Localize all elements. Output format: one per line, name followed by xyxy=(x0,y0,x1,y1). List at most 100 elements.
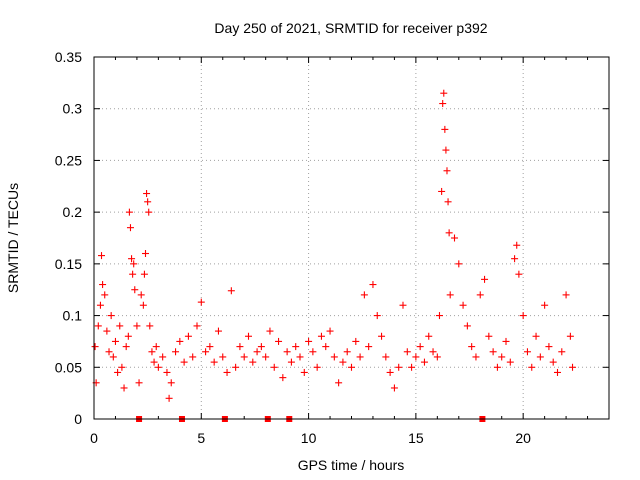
data-point xyxy=(219,353,227,361)
data-point xyxy=(125,208,133,216)
data-point xyxy=(309,348,317,356)
x-tick-label: 10 xyxy=(301,430,317,446)
data-point xyxy=(536,353,544,361)
data-point xyxy=(429,348,437,356)
data-point xyxy=(435,312,443,320)
data-point xyxy=(105,348,113,356)
data-point xyxy=(292,343,300,351)
data-point xyxy=(131,286,139,294)
data-point xyxy=(142,250,149,258)
data-point xyxy=(111,337,119,345)
data-point xyxy=(184,332,192,340)
data-point xyxy=(339,358,347,366)
y-tick-label: 0 xyxy=(74,411,82,427)
data-point xyxy=(253,348,261,356)
data-point xyxy=(159,353,167,361)
data-point xyxy=(137,291,145,299)
data-point xyxy=(94,322,102,330)
data-point xyxy=(399,301,407,309)
data-point xyxy=(378,332,386,340)
data-point xyxy=(343,348,351,356)
x-tick-label: 0 xyxy=(90,430,98,446)
data-point xyxy=(109,353,117,361)
data-point xyxy=(129,270,137,278)
y-tick-label: 0.2 xyxy=(63,204,83,220)
data-point xyxy=(144,198,152,206)
data-point xyxy=(408,363,416,371)
data-point xyxy=(468,343,476,351)
data-point xyxy=(130,260,138,268)
data-point xyxy=(322,343,330,351)
y-axis-label: SRMTID / TECUs xyxy=(5,183,21,293)
data-point xyxy=(352,337,360,345)
data-point xyxy=(326,327,334,335)
data-point xyxy=(420,358,428,366)
grid-lines xyxy=(94,57,609,419)
data-point xyxy=(566,332,574,340)
data-point xyxy=(236,343,244,351)
data-point xyxy=(98,252,106,260)
data-point xyxy=(438,187,446,195)
data-point xyxy=(481,275,489,283)
data-point xyxy=(189,353,197,361)
data-point xyxy=(139,301,147,309)
data-point xyxy=(511,255,519,263)
data-point xyxy=(365,343,373,351)
data-point xyxy=(569,363,577,371)
data-point xyxy=(459,301,467,309)
data-point xyxy=(472,353,480,361)
data-point xyxy=(498,353,506,361)
data-point xyxy=(335,379,343,387)
data-point xyxy=(440,89,448,97)
data-point xyxy=(442,146,450,154)
data-point xyxy=(232,363,240,371)
data-point xyxy=(523,348,531,356)
data-point xyxy=(118,363,126,371)
y-tick-labels: 0 0.05 0.1 0.15 0.2 0.25 0.3 0.35 xyxy=(55,49,82,427)
data-point xyxy=(369,281,377,289)
data-point xyxy=(223,368,231,376)
y-tick-label: 0.1 xyxy=(63,308,83,324)
data-point xyxy=(193,322,201,330)
data-point xyxy=(554,368,561,376)
data-point xyxy=(275,337,283,345)
data-point xyxy=(489,348,497,356)
data-point xyxy=(300,368,308,376)
data-point xyxy=(506,358,514,366)
data-point xyxy=(395,363,403,371)
data-point xyxy=(202,348,210,356)
chart-title: Day 250 of 2021, SRMTID for receiver p39… xyxy=(214,20,487,36)
data-point xyxy=(444,198,452,206)
data-point xyxy=(296,353,304,361)
data-point xyxy=(148,348,156,356)
data-point xyxy=(176,337,184,345)
data-point xyxy=(197,298,205,306)
data-point xyxy=(133,322,141,330)
data-point xyxy=(513,241,521,249)
data-point xyxy=(143,190,151,198)
data-point xyxy=(167,379,175,387)
data-point xyxy=(91,343,99,351)
data-point xyxy=(313,363,321,371)
data-point xyxy=(425,332,433,340)
data-point xyxy=(227,287,235,295)
data-point xyxy=(103,327,111,335)
data-point xyxy=(257,343,265,351)
data-point xyxy=(562,291,570,299)
data-point xyxy=(266,327,274,335)
data-point xyxy=(135,379,143,387)
data-point xyxy=(150,358,158,366)
data-point xyxy=(382,353,390,361)
data-point xyxy=(305,337,313,345)
data-point xyxy=(493,363,501,371)
data-point xyxy=(451,234,458,242)
data-point xyxy=(107,312,115,320)
data-point xyxy=(279,374,287,382)
data-point xyxy=(114,368,122,376)
x-tick-label: 5 xyxy=(197,430,205,446)
data-point xyxy=(214,327,222,335)
x-tick-label: 20 xyxy=(515,430,531,446)
data-point xyxy=(356,353,364,361)
data-point xyxy=(348,363,355,371)
